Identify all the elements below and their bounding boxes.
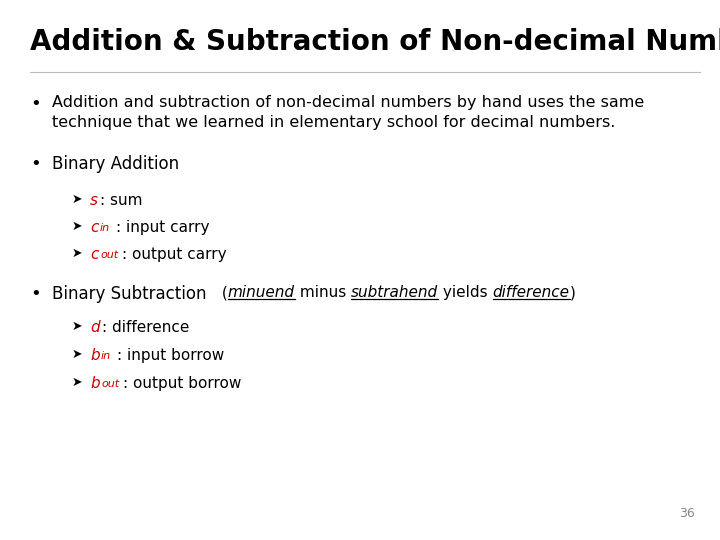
Text: : difference: : difference bbox=[102, 320, 189, 335]
Text: technique that we learned in elementary school for decimal numbers.: technique that we learned in elementary … bbox=[52, 115, 616, 130]
Text: ➤: ➤ bbox=[72, 376, 83, 389]
Text: d: d bbox=[90, 320, 99, 335]
Text: ): ) bbox=[570, 285, 575, 300]
Text: ➤: ➤ bbox=[72, 320, 83, 333]
Text: ➤: ➤ bbox=[72, 348, 83, 361]
Text: Binary Addition: Binary Addition bbox=[52, 155, 179, 173]
Text: Addition and subtraction of non-decimal numbers by hand uses the same: Addition and subtraction of non-decimal … bbox=[52, 95, 644, 110]
Text: difference: difference bbox=[492, 285, 570, 300]
Text: in: in bbox=[101, 351, 111, 361]
Text: : output carry: : output carry bbox=[122, 247, 227, 262]
Text: : output borrow: : output borrow bbox=[123, 376, 241, 391]
Text: s: s bbox=[90, 193, 98, 208]
Text: minuend: minuend bbox=[228, 285, 294, 300]
Text: : input borrow: : input borrow bbox=[117, 348, 224, 363]
Text: Binary Subtraction: Binary Subtraction bbox=[52, 285, 207, 303]
Text: •: • bbox=[30, 155, 41, 173]
Text: •: • bbox=[30, 285, 41, 303]
Text: ➤: ➤ bbox=[72, 247, 83, 260]
Text: ➤: ➤ bbox=[72, 220, 83, 233]
Text: 36: 36 bbox=[679, 507, 695, 520]
Text: ➤: ➤ bbox=[72, 193, 83, 206]
Text: subtrahend: subtrahend bbox=[351, 285, 438, 300]
Text: out: out bbox=[101, 379, 119, 389]
Text: (: ( bbox=[217, 285, 228, 300]
Text: : sum: : sum bbox=[100, 193, 143, 208]
Text: c: c bbox=[90, 247, 99, 262]
Text: minus: minus bbox=[294, 285, 351, 300]
Text: out: out bbox=[100, 250, 118, 260]
Text: •: • bbox=[30, 95, 41, 113]
Text: b: b bbox=[90, 376, 99, 391]
Text: b: b bbox=[90, 348, 99, 363]
Text: in: in bbox=[100, 223, 110, 233]
Text: : input carry: : input carry bbox=[116, 220, 210, 235]
Text: Addition & Subtraction of Non-decimal Numbers: Addition & Subtraction of Non-decimal Nu… bbox=[30, 28, 720, 56]
Text: c: c bbox=[90, 220, 99, 235]
Text: yields: yields bbox=[438, 285, 492, 300]
